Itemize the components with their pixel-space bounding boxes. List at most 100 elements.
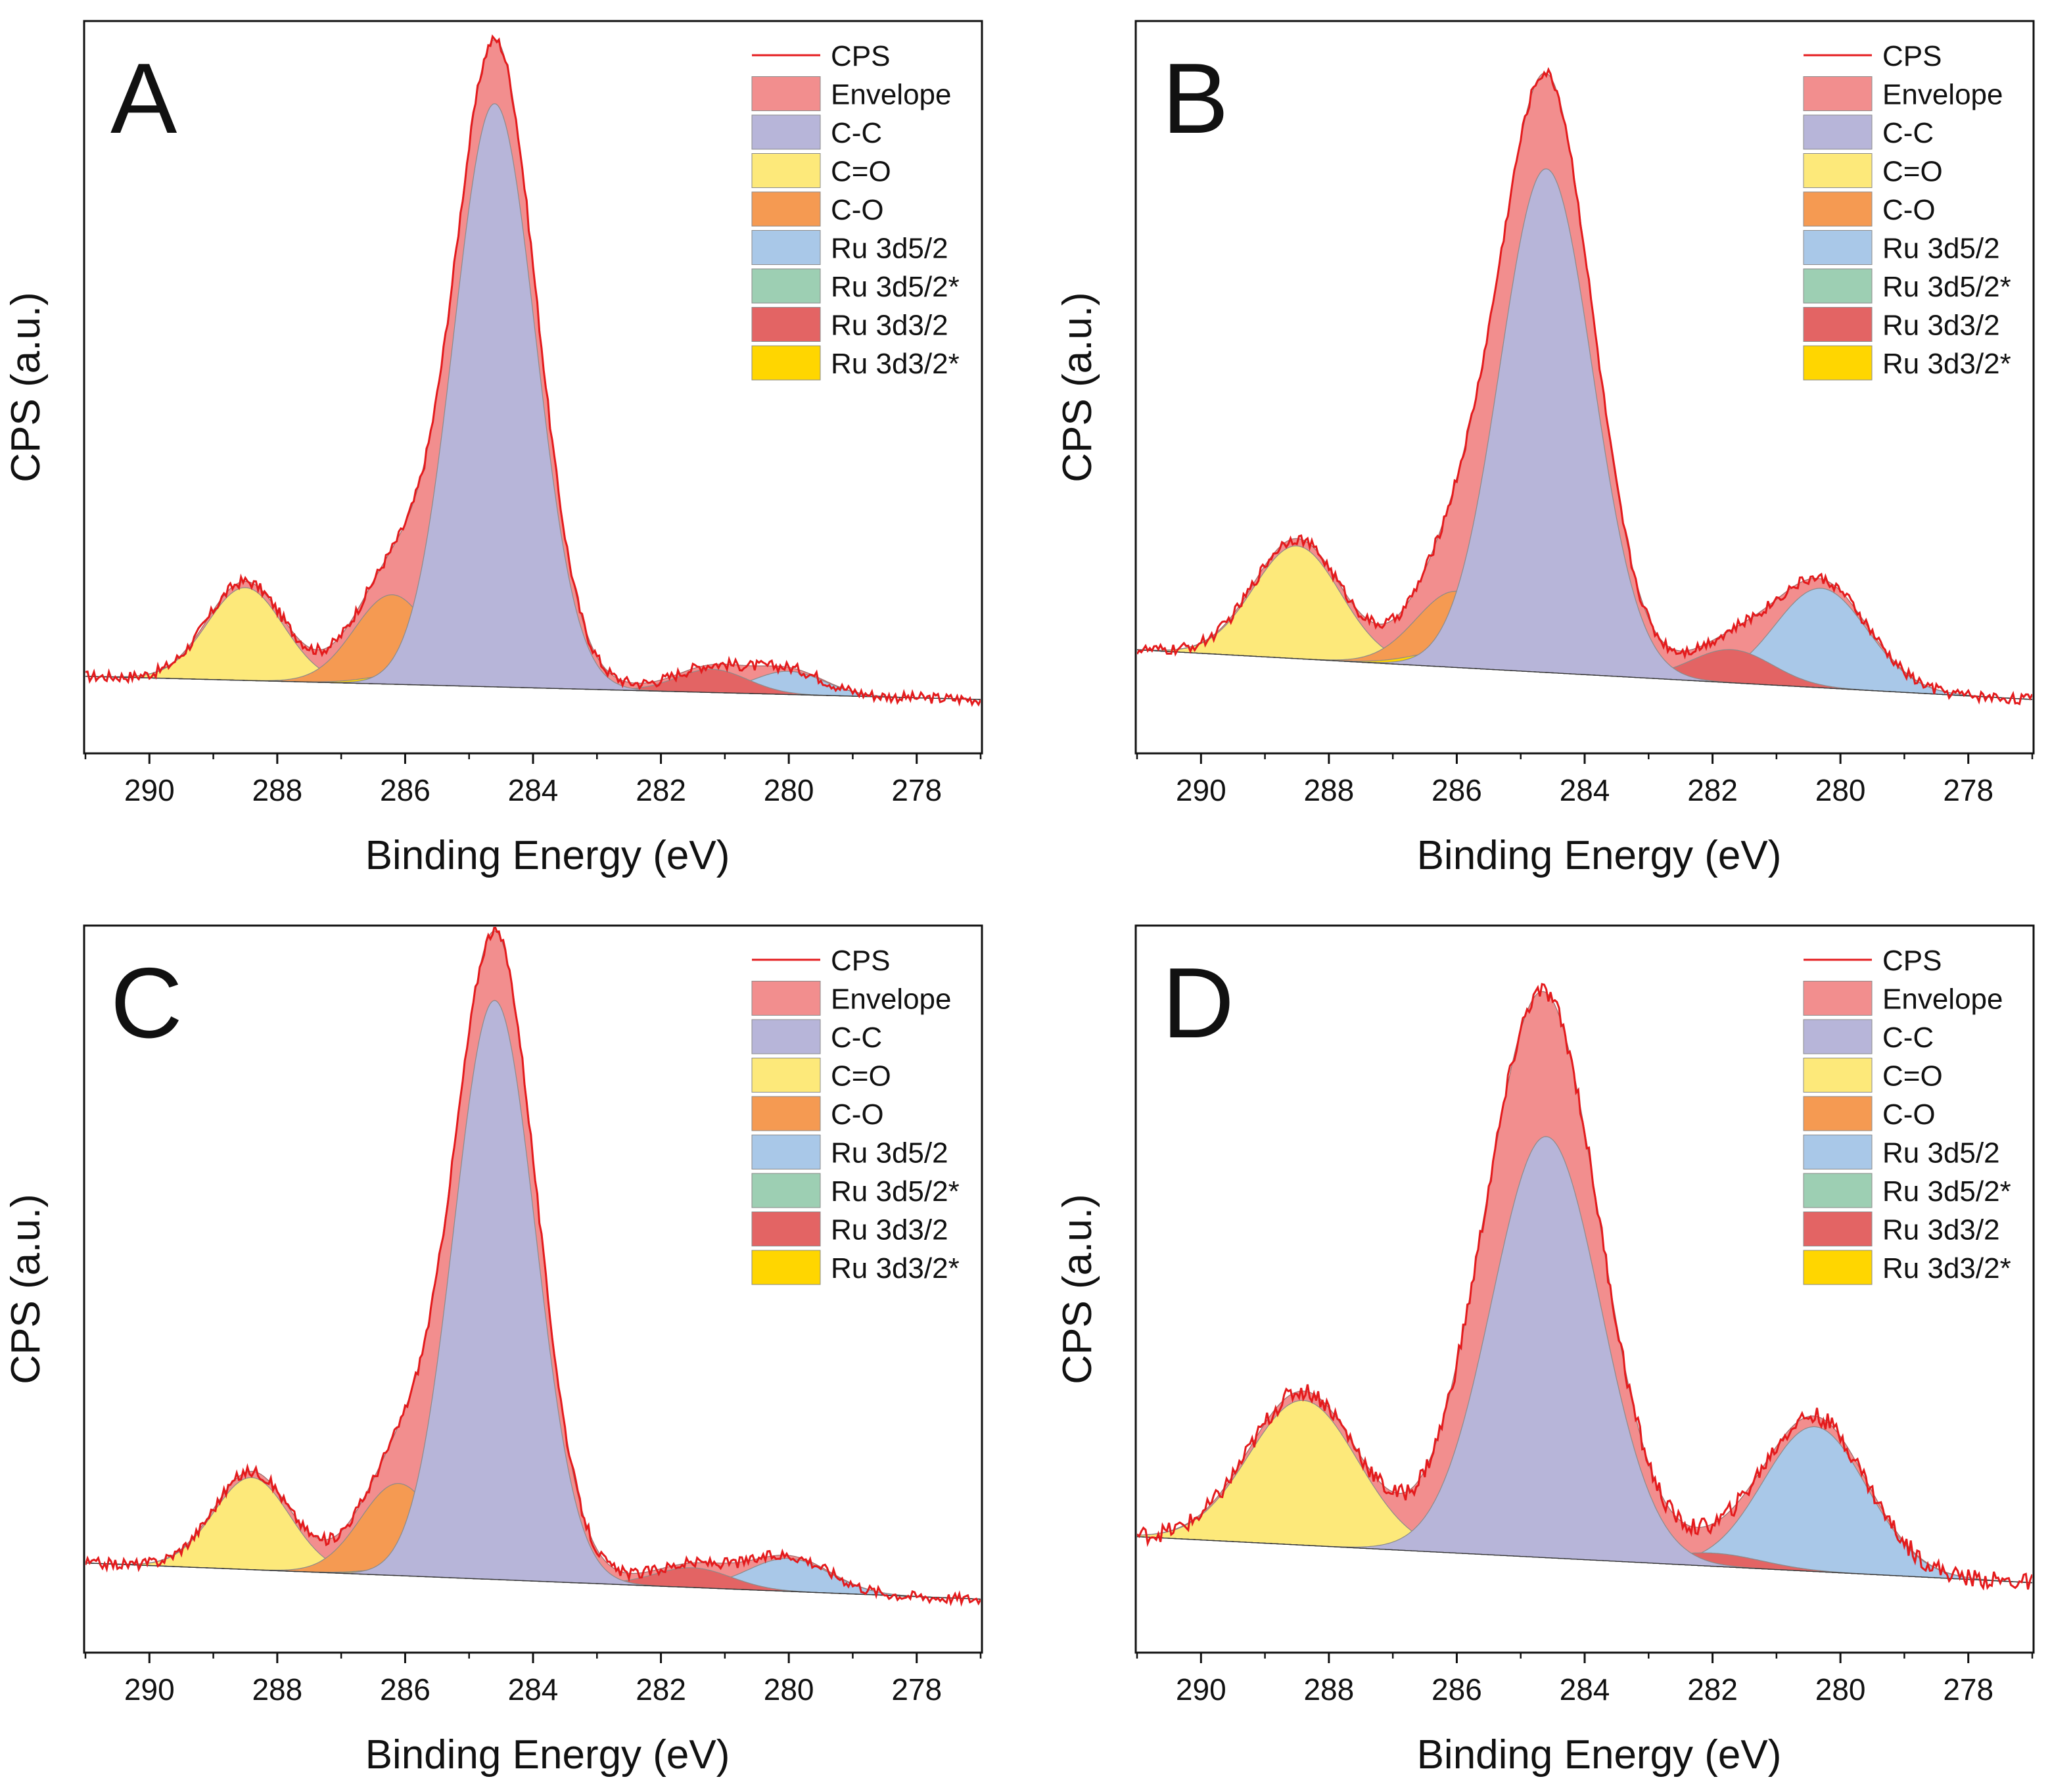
legend: CPS Envelope C-C C=O C-O Ru 3d5/2 Ru 3d5/2* Ru … bbox=[1803, 40, 2011, 381]
legend-label-cc: C-C bbox=[831, 1022, 882, 1054]
panel-label: A bbox=[110, 43, 177, 154]
plot-area bbox=[1137, 983, 2032, 1591]
legend-swatch-c_o bbox=[751, 1096, 821, 1131]
legend-label-ru3d52: Ru 3d5/2 bbox=[1882, 233, 2000, 265]
legend-swatch-cc bbox=[751, 1019, 821, 1054]
cps-line bbox=[85, 927, 981, 1607]
legend-swatch-ru3d52 bbox=[751, 1135, 821, 1169]
legend-label-c_double_o: C=O bbox=[1882, 156, 1943, 188]
legend-label-envelope: Envelope bbox=[1882, 79, 2003, 111]
legend: CPS Envelope C-C C=O C-O Ru 3d5/2 Ru 3d5/2* Ru … bbox=[751, 945, 960, 1285]
legend-label-ru3d32: Ru 3d3/2 bbox=[831, 1214, 948, 1246]
legend-label-ru3d52: Ru 3d5/2 bbox=[831, 1137, 948, 1169]
legend-label-c_o: C-O bbox=[1882, 194, 1936, 226]
legend-swatch-ru3d52s bbox=[1803, 268, 1873, 304]
legend-swatch-c_double_o bbox=[1803, 1058, 1873, 1093]
x-tick-label: 286 bbox=[380, 1672, 431, 1707]
panel-label: B bbox=[1162, 43, 1228, 154]
legend-label-cc: C-C bbox=[831, 117, 882, 149]
x-tick-label: 280 bbox=[1815, 773, 1866, 807]
x-axis-label: Binding Energy (eV) bbox=[1417, 1732, 1782, 1778]
legend-label-ru3d52: Ru 3d5/2 bbox=[831, 233, 948, 265]
x-axis-label: Binding Energy (eV) bbox=[1417, 833, 1782, 878]
legend-label-cps: CPS bbox=[1882, 40, 1942, 72]
legend-label-cc: C-C bbox=[1882, 1022, 1934, 1054]
plot-area bbox=[85, 927, 981, 1607]
panel-b: 290 288 286 284 282 280 278 Binding Energy (eV)… bbox=[1055, 20, 2035, 878]
legend-swatch-ru3d52s bbox=[751, 268, 821, 304]
panel-d: 290 288 286 284 282 280 278 Binding Energy (eV)… bbox=[1055, 924, 2035, 1778]
cps-line bbox=[1137, 983, 2032, 1591]
panel-label: D bbox=[1162, 947, 1234, 1059]
x-tick-label: 278 bbox=[1943, 1672, 1993, 1707]
legend-label-envelope: Envelope bbox=[1882, 983, 2003, 1016]
x-tick-label: 290 bbox=[1176, 773, 1226, 807]
legend-swatch-cc bbox=[1803, 114, 1873, 150]
y-axis-label: CPS (a.u.) bbox=[3, 1194, 49, 1384]
y-axis-label: CPS (a.u.) bbox=[1055, 292, 1100, 482]
legend: CPS Envelope C-C C=O C-O Ru 3d5/2 Ru 3d5/2* Ru … bbox=[1803, 945, 2011, 1285]
x-axis-label: Binding Energy (eV) bbox=[365, 833, 730, 878]
x-tick-label: 282 bbox=[636, 1672, 686, 1707]
legend-swatch-c_o bbox=[751, 191, 821, 227]
y-axis-label: CPS (a.u.) bbox=[3, 292, 49, 482]
x-tick-label: 288 bbox=[1303, 1672, 1354, 1707]
x-tick-label: 286 bbox=[1432, 1672, 1482, 1707]
x-tick-label: 284 bbox=[1560, 773, 1610, 807]
legend-swatch-c_double_o bbox=[751, 153, 821, 188]
x-tick-label: 278 bbox=[1943, 773, 1993, 807]
legend-label-envelope: Envelope bbox=[831, 983, 951, 1016]
legend-label-cps: CPS bbox=[1882, 945, 1942, 977]
x-tick-label: 280 bbox=[764, 773, 814, 807]
x-tick-label: 282 bbox=[636, 773, 686, 807]
legend-label-c_o: C-O bbox=[831, 1098, 884, 1131]
baseline-line bbox=[1137, 649, 2032, 700]
legend-swatch-ru3d32 bbox=[1803, 1212, 1873, 1246]
x-tick-label: 278 bbox=[891, 773, 942, 807]
legend-swatch-ru3d32 bbox=[751, 307, 821, 342]
legend: CPS Envelope C-C C=O C-O Ru 3d5/2 Ru 3d5/2* Ru … bbox=[751, 40, 960, 381]
x-tick-label: 284 bbox=[508, 773, 559, 807]
x-tick-label: 280 bbox=[1815, 1672, 1866, 1707]
legend-label-ru3d52s: Ru 3d5/2* bbox=[831, 1175, 960, 1208]
legend-swatch-ru3d32 bbox=[1803, 307, 1873, 342]
legend-label-cps: CPS bbox=[831, 40, 890, 72]
legend-label-ru3d32s: Ru 3d3/2* bbox=[1882, 1252, 2011, 1285]
x-tick-label: 286 bbox=[1432, 773, 1482, 807]
legend-swatch-c_o bbox=[1803, 191, 1873, 227]
legend-swatch-envelope bbox=[751, 76, 821, 111]
x-tick-label: 286 bbox=[380, 773, 431, 807]
legend-swatch-ru3d32s bbox=[751, 345, 821, 381]
legend-swatch-c_o bbox=[1803, 1096, 1873, 1131]
x-tick-label: 282 bbox=[1687, 1672, 1738, 1707]
legend-label-envelope: Envelope bbox=[831, 79, 951, 111]
legend-label-ru3d52: Ru 3d5/2 bbox=[1882, 1137, 2000, 1169]
legend-swatch-c_double_o bbox=[1803, 153, 1873, 188]
legend-swatch-ru3d32s bbox=[1803, 345, 1873, 381]
legend-label-c_double_o: C=O bbox=[1882, 1060, 1943, 1093]
legend-label-ru3d52s: Ru 3d5/2* bbox=[1882, 271, 2011, 303]
legend-swatch-ru3d32s bbox=[1803, 1250, 1873, 1285]
legend-label-c_double_o: C=O bbox=[831, 156, 891, 188]
x-tick-label: 282 bbox=[1687, 773, 1738, 807]
legend-swatch-ru3d52 bbox=[751, 230, 821, 265]
panel-c: 290 288 286 284 282 280 278 Binding Energy (eV)… bbox=[3, 924, 983, 1778]
legend-label-c_o: C-O bbox=[831, 194, 884, 226]
legend-swatch-cc bbox=[751, 114, 821, 150]
legend-swatch-cc bbox=[1803, 1019, 1873, 1054]
cps-line bbox=[85, 34, 981, 707]
legend-swatch-ru3d32 bbox=[751, 1212, 821, 1246]
legend-label-ru3d32: Ru 3d3/2 bbox=[1882, 310, 2000, 342]
legend-swatch-ru3d52 bbox=[1803, 230, 1873, 265]
legend-swatch-envelope bbox=[1803, 76, 1873, 111]
legend-label-c_o: C-O bbox=[1882, 1098, 1936, 1131]
x-tick-label: 288 bbox=[252, 1672, 302, 1707]
x-tick-label: 290 bbox=[1176, 1672, 1226, 1707]
x-tick-label: 280 bbox=[764, 1672, 814, 1707]
x-tick-label: 288 bbox=[252, 773, 302, 807]
legend-label-ru3d32: Ru 3d3/2 bbox=[831, 310, 948, 342]
cps-line bbox=[1137, 67, 2032, 705]
panel-label: C bbox=[110, 947, 183, 1059]
legend-swatch-envelope bbox=[751, 981, 821, 1016]
